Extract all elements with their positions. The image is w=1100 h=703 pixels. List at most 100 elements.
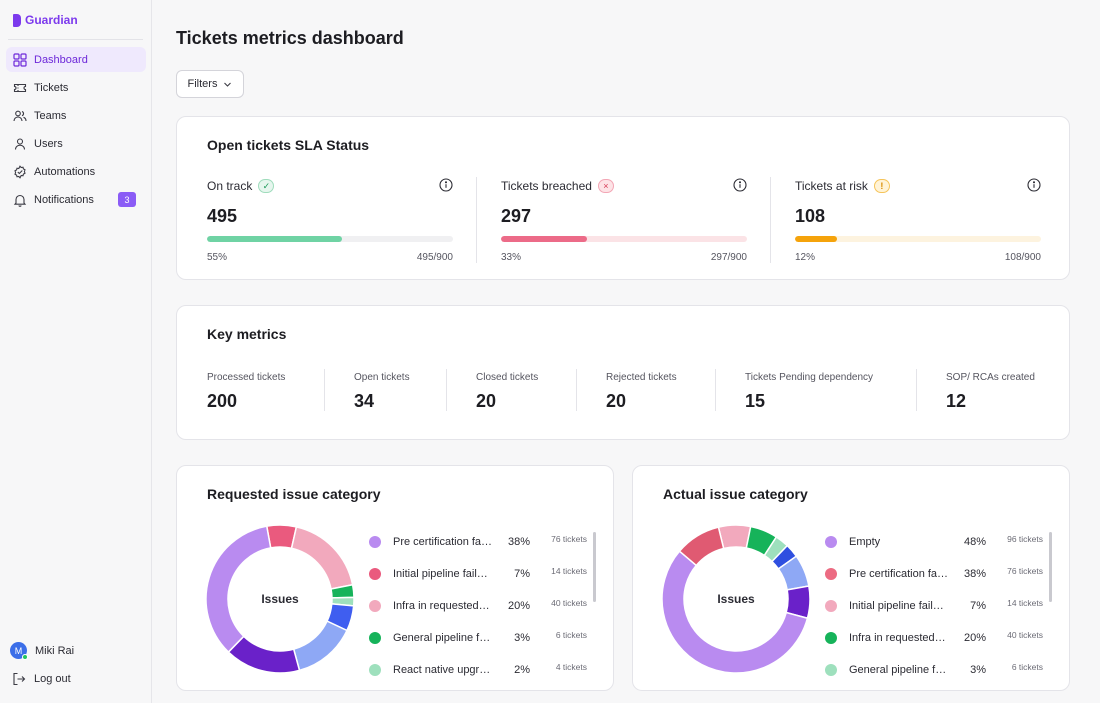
divider (476, 177, 477, 263)
sla-progress-fill (795, 236, 837, 242)
avatar-initial: M (14, 645, 23, 656)
brand-name: Guardian (25, 13, 78, 27)
metric-open: Open tickets 34 (354, 372, 410, 412)
divider (715, 369, 716, 411)
actual-donut-chart (661, 524, 811, 674)
bell-icon (13, 193, 27, 207)
sidebar-item-tickets[interactable]: Tickets (6, 75, 146, 100)
sla-breached: Tickets breached × 297 33% 297/900 (501, 177, 747, 263)
legend-name: Initial pipeline failure (393, 568, 493, 580)
user-profile[interactable]: M Miki Rai (10, 642, 75, 660)
info-icon[interactable] (1027, 178, 1041, 192)
sla-progress-bar (207, 236, 453, 242)
metric-label: Closed tickets (476, 372, 539, 383)
legend-count: 14 tickets (551, 566, 587, 576)
legend-count: 76 tickets (1007, 566, 1043, 576)
legend-count: 96 tickets (1007, 534, 1043, 544)
legend-dot (825, 568, 837, 580)
legend-percent: 48% (964, 536, 987, 548)
legend-item[interactable]: Initial pipeline failure 7% 14 tickets (369, 558, 587, 590)
legend-item[interactable]: General pipeline failure 3% 6 tickets (825, 654, 1043, 686)
info-icon[interactable] (733, 178, 747, 192)
user-icon (13, 137, 27, 151)
filters-button[interactable]: Filters (176, 70, 244, 98)
sidebar-item-automations[interactable]: Automations (6, 159, 146, 184)
legend-dot (369, 600, 381, 612)
metric-label: Rejected tickets (606, 372, 677, 383)
sidebar-item-users[interactable]: Users (6, 131, 146, 156)
sidebar-item-dashboard[interactable]: Dashboard (6, 47, 146, 72)
grid-icon (13, 52, 27, 67)
sla-progress-bar (795, 236, 1041, 242)
sidebar-item-label: Dashboard (34, 53, 88, 66)
brand[interactable]: Guardian (13, 13, 78, 27)
legend-dot (369, 664, 381, 676)
sla-label: Tickets at risk (795, 179, 868, 193)
metric-value: 34 (354, 391, 375, 411)
requested-legend: Pre certification failure 38% 76 tickets… (369, 526, 587, 686)
sla-percent: 12% (795, 252, 816, 263)
requested-issue-card: Requested issue category Issues Pre cert… (176, 465, 614, 691)
info-icon[interactable] (439, 178, 453, 192)
sla-value: 297 (501, 206, 532, 226)
legend-item[interactable]: React native upgrade 2% 4 tickets (369, 654, 587, 686)
page-title: Tickets metrics dashboard (176, 28, 404, 48)
legend-item[interactable]: Infra in requested state 20% 40 tickets (369, 590, 587, 622)
sidebar-item-label: Users (34, 137, 63, 150)
legend-item[interactable]: Pre certification failure 38% 76 tickets (825, 558, 1043, 590)
legend-percent: 20% (964, 632, 987, 644)
legend-percent: 7% (970, 600, 987, 612)
legend-count: 76 tickets (551, 534, 587, 544)
key-metrics-title: Key metrics (207, 326, 287, 342)
legend-count: 4 tickets (555, 662, 587, 672)
actual-legend: Empty 48% 96 tickets Pre certification f… (825, 526, 1043, 686)
logout-label: Log out (34, 673, 71, 685)
legend-count: 6 tickets (555, 630, 587, 640)
legend-dot (825, 664, 837, 676)
divider (576, 369, 577, 411)
cross-icon: × (597, 179, 614, 193)
legend-name: Pre certification failure (849, 568, 949, 580)
check-icon: ✓ (258, 179, 275, 193)
legend-item[interactable]: General pipeline failure 3% 6 tickets (369, 622, 587, 654)
metric-label: Open tickets (354, 372, 410, 383)
legend-item[interactable]: Empty 48% 96 tickets (825, 526, 1043, 558)
sidebar-item-notifications[interactable]: Notifications 3 (6, 187, 146, 212)
donut-slice[interactable] (205, 525, 272, 654)
donut-center-label: Issues (261, 592, 299, 606)
legend-dot (369, 568, 381, 580)
sla-value: 495 (207, 206, 238, 226)
key-metrics-card: Key metrics Processed tickets 200 Open t… (176, 305, 1070, 440)
donut-slice[interactable] (678, 526, 725, 567)
user-name: Miki Rai (35, 644, 75, 657)
legend-name: Infra in requested state (849, 632, 948, 644)
legend-scrollbar[interactable] (593, 532, 596, 602)
metric-value: 200 (207, 391, 238, 411)
requested-donut-chart (205, 524, 355, 674)
metric-processed: Processed tickets 200 (207, 372, 285, 412)
legend-percent: 3% (514, 632, 531, 644)
legend-percent: 38% (964, 568, 987, 580)
legend-item[interactable]: Infra in requested state 20% 40 tickets (825, 622, 1043, 654)
legend-percent: 3% (970, 664, 987, 676)
notification-count-badge: 3 (118, 192, 136, 207)
metric-sop-rcas: SOP/ RCAs created 12 (946, 372, 1035, 412)
legend-dot (369, 536, 381, 548)
sidebar-item-label: Teams (34, 109, 67, 122)
legend-name: Initial pipeline failure (849, 600, 949, 612)
metric-value: 20 (476, 391, 497, 411)
legend-scrollbar[interactable] (1049, 532, 1052, 602)
sla-card-title: Open tickets SLA Status (207, 137, 370, 153)
legend-item[interactable]: Pre certification failure 38% 76 tickets (369, 526, 587, 558)
logout-button[interactable]: Log out (12, 672, 71, 686)
chevron-down-icon (223, 80, 232, 89)
sla-ratio: 495/900 (416, 252, 453, 263)
legend-item[interactable]: Initial pipeline failure 7% 14 tickets (825, 590, 1043, 622)
sla-percent: 33% (501, 252, 522, 263)
teams-icon (13, 109, 27, 123)
sla-at-risk: Tickets at risk ! 108 12% 108/900 (795, 177, 1041, 263)
metric-label: Processed tickets (207, 372, 286, 383)
donut-slice[interactable] (661, 550, 809, 674)
legend-dot (369, 632, 381, 644)
sidebar-item-teams[interactable]: Teams (6, 103, 146, 128)
